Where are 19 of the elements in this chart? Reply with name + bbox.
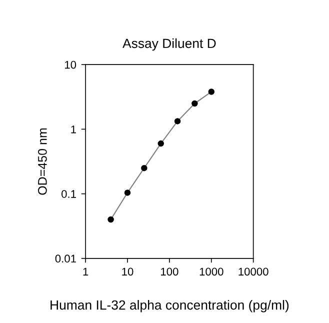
x-tick-label: 1 — [83, 268, 88, 276]
point — [141, 164, 148, 172]
point — [208, 88, 215, 95]
y-tick-label: 1 — [71, 126, 76, 134]
point — [174, 118, 181, 124]
chart-title: Assay Diluent D — [122, 38, 216, 51]
x-tick-label: 10000 — [238, 268, 268, 276]
x-tick-label: 1000 — [200, 268, 224, 276]
point — [108, 216, 114, 223]
point — [158, 140, 164, 147]
x-tick-label: 10 — [122, 268, 134, 276]
y-tick-label: 0.1 — [62, 190, 76, 198]
point — [192, 100, 198, 107]
y-tick-label: 0.01 — [55, 254, 76, 263]
y-axis-title: OD=450 nm — [38, 128, 47, 195]
y-tick-label: 10 — [65, 60, 76, 69]
point — [124, 190, 131, 196]
x-tick-label: 100 — [161, 268, 178, 276]
x-axis-title: Human IL-32 alpha concentration (pg/ml) — [50, 300, 289, 312]
